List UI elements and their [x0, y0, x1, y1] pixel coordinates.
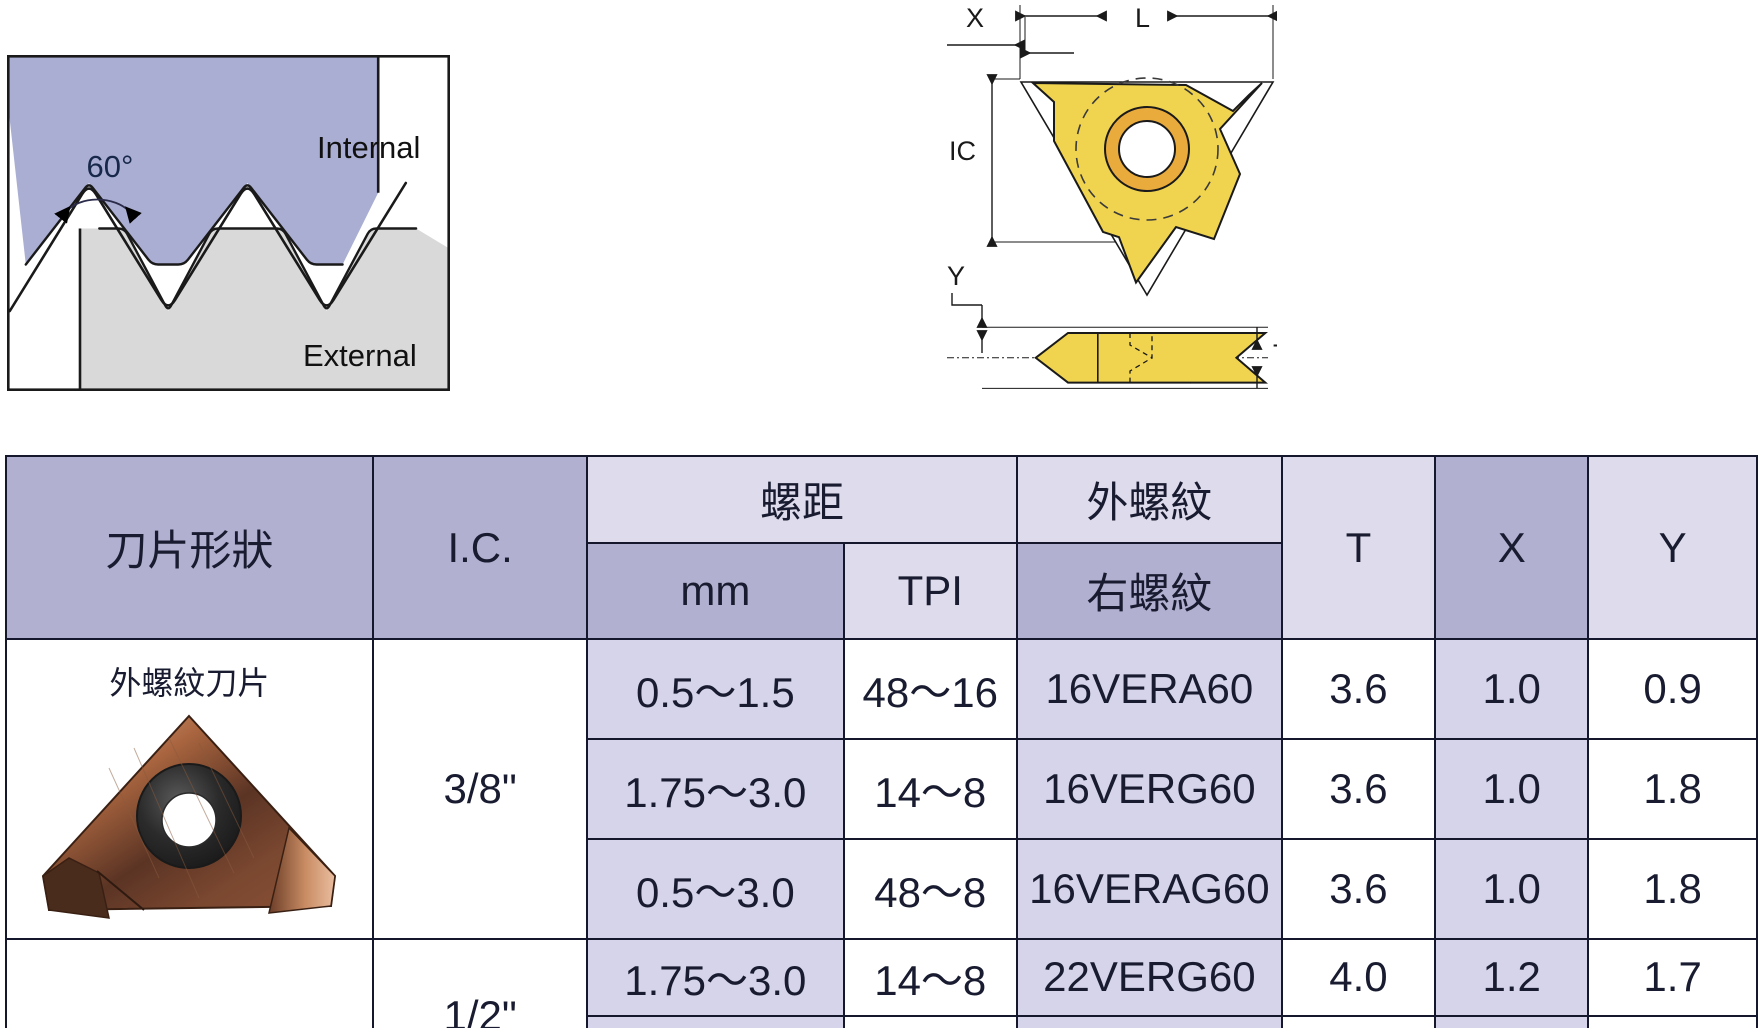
svg-text:IC: IC [949, 136, 976, 166]
svg-text:60°: 60° [87, 149, 134, 184]
svg-text:Internal: Internal [317, 130, 420, 165]
svg-text:X: X [966, 5, 984, 33]
svg-text:T: T [1273, 339, 1277, 369]
svg-text:Y: Y [947, 261, 965, 291]
svg-text:L: L [1135, 5, 1150, 33]
svg-text:External: External [303, 338, 417, 373]
